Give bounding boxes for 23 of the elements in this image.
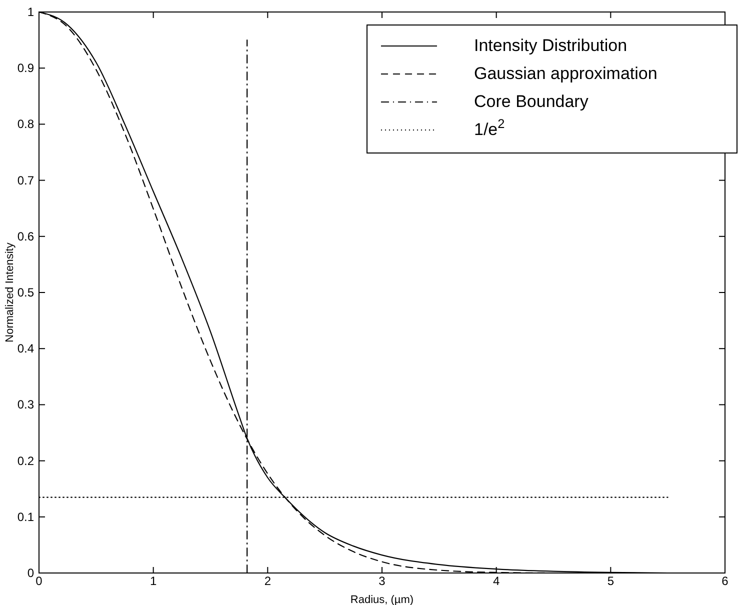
legend-label: Intensity Distribution bbox=[474, 36, 628, 55]
x-tick-label: 5 bbox=[607, 574, 614, 588]
y-tick-label: 0.9 bbox=[17, 61, 34, 76]
y-tick-label: 0.2 bbox=[17, 454, 34, 468]
x-tick-label: 1 bbox=[150, 574, 157, 588]
y-tick-label: 1 bbox=[27, 5, 34, 19]
y-tick-label: 0.4 bbox=[17, 342, 34, 356]
y-tick-label: 0.8 bbox=[17, 117, 34, 132]
y-axis-title: Normalized Intensity bbox=[4, 242, 16, 342]
x-tick-label: 2 bbox=[264, 574, 272, 588]
y-tick-label: 0.3 bbox=[17, 398, 34, 412]
x-tick-label: 3 bbox=[378, 574, 386, 588]
x-tick-label: 6 bbox=[722, 574, 729, 588]
y-tick-label: 0.1 bbox=[17, 510, 34, 524]
x-tick-label: 4 bbox=[492, 574, 500, 588]
legend-label: 1/e$^{2}$ bbox=[474, 116, 505, 139]
y-tick-label: 0.7 bbox=[17, 173, 34, 188]
legend-label: Gaussian approximation bbox=[474, 64, 658, 83]
y-tick-label: 0.5 bbox=[17, 286, 34, 300]
x-tick-label: 0 bbox=[36, 574, 43, 588]
legend-label: Core Boundary bbox=[474, 92, 589, 111]
y-tick-label: 0.6 bbox=[17, 229, 34, 244]
x-axis-title: Radius, (µm) bbox=[350, 594, 414, 605]
